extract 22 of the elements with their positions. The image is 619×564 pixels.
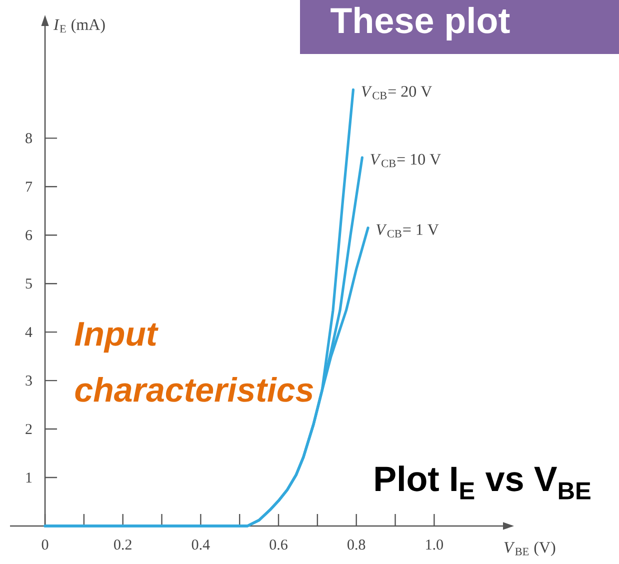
chart-title: These plot — [330, 6, 510, 40]
y-tick-label: 3 — [26, 376, 32, 386]
y-tick-label: 5 — [26, 278, 32, 289]
x-tick-label: 0.6 — [270, 540, 288, 550]
x-tick-label: 0.4 — [192, 540, 210, 550]
annotation: Input characteristics — [74, 322, 314, 402]
annotation: Plot I$_{E}$ vs V$_{BE}$ — [376, 466, 590, 500]
y-axis-title: I$_{E}$ (mA) — [53, 18, 105, 34]
x-tick-label: 0.2 — [114, 540, 132, 550]
series-label: V$_{CB}$= 20 V — [362, 86, 432, 100]
y-tick-label: 7 — [26, 182, 32, 192]
y-tick-label: 1 — [26, 472, 32, 482]
y-tick-label: 8 — [26, 133, 32, 144]
x-axis-title: V$_{BE}$ (V) — [504, 542, 556, 556]
y-tick-label: 4 — [25, 327, 32, 338]
series-label: V$_{CB}$= 1 V — [376, 224, 439, 238]
x-tick-label: 1.0 — [426, 540, 443, 550]
y-tick-label: 2 — [26, 424, 32, 434]
x-tick-label: 0.8 — [348, 540, 366, 550]
series-label: V$_{CB}$= 10 V — [370, 154, 441, 168]
y-tick-label: 6 — [26, 230, 32, 240]
x-tick-label: 0 — [42, 540, 48, 550]
